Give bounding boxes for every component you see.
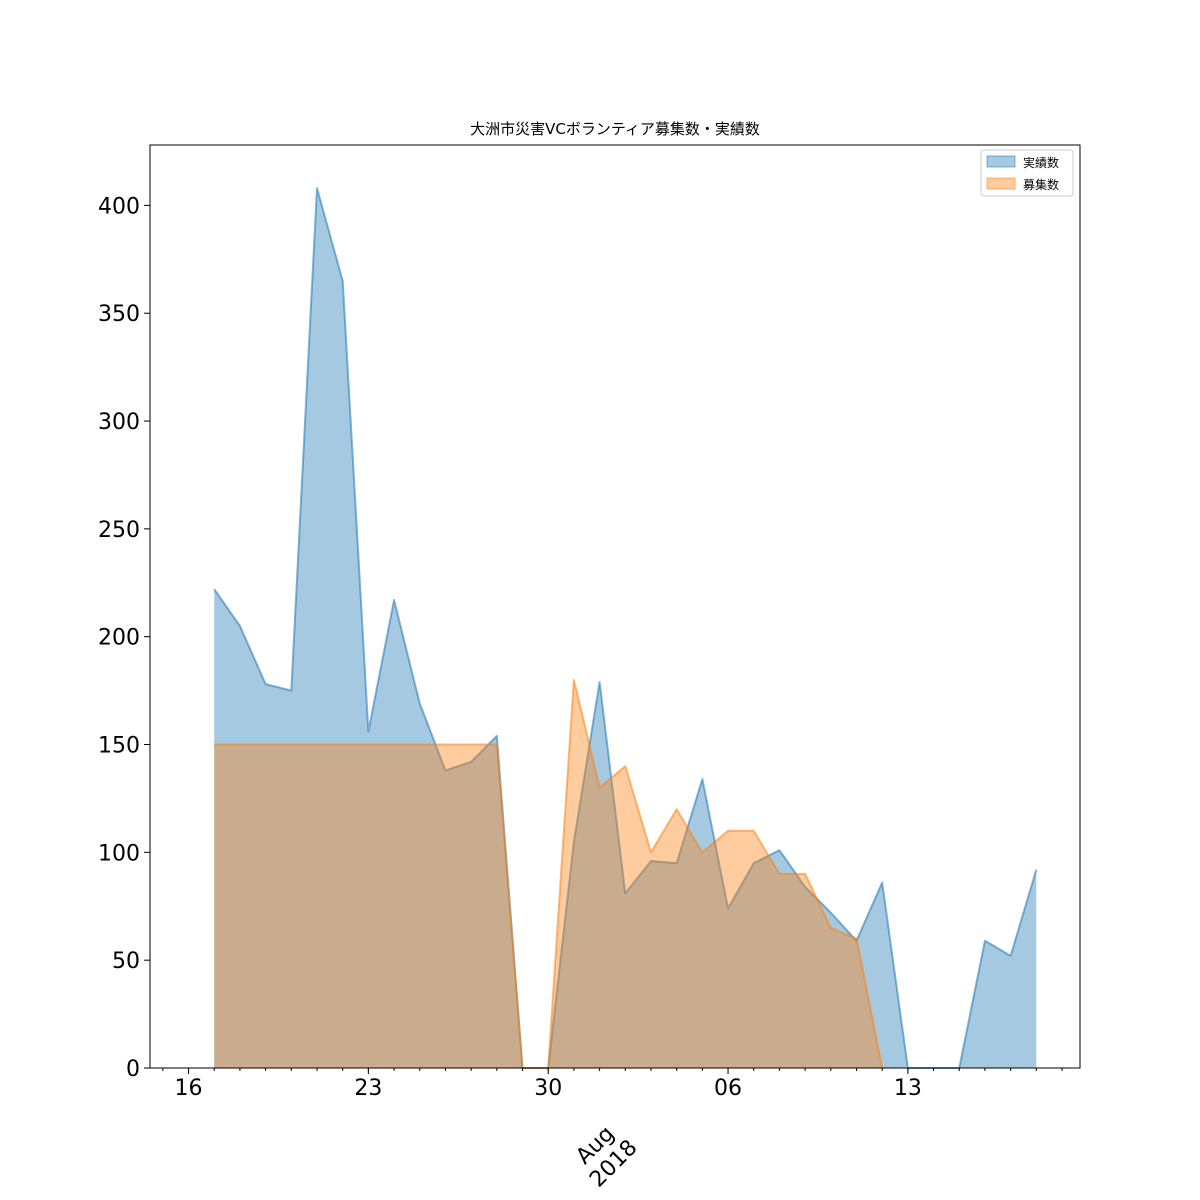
y-tick-label: 400: [98, 194, 140, 219]
legend-swatch: [986, 177, 1016, 190]
x-tick-label: 30: [534, 1076, 562, 1101]
x-tick-label: 13: [894, 1076, 922, 1101]
plot-frame: [149, 144, 1081, 1069]
y-tick-label: 100: [98, 841, 140, 866]
x-tick-label: 16: [175, 1076, 203, 1101]
x-tick-label: 06: [714, 1076, 742, 1101]
y-tick-label: 150: [98, 734, 140, 759]
y-tick-label: 200: [98, 626, 140, 651]
y-tick-label: 0: [126, 1057, 140, 1082]
legend-label: 実績数: [1023, 155, 1059, 170]
legend-label: 募集数: [1023, 177, 1059, 192]
series-0-area: [214, 188, 1037, 1068]
y-axis: 0 50 100 150 200 250 300 350 400: [98, 194, 150, 1082]
y-tick-label: 350: [98, 302, 140, 327]
y-tick-label: 300: [98, 410, 140, 435]
y-tick-label: 250: [98, 518, 140, 543]
x-tick-label: 23: [354, 1076, 382, 1101]
series-0-line: [213, 187, 1038, 1069]
series-1-area: [214, 679, 883, 1068]
chart-title: 大洲市災害VCボランティア募集数・実績数: [470, 120, 760, 138]
y-tick-label: 50: [112, 949, 140, 974]
legend-box: [980, 149, 1074, 197]
legend-swatch: [986, 155, 1016, 168]
plot-area: [149, 144, 1081, 1069]
